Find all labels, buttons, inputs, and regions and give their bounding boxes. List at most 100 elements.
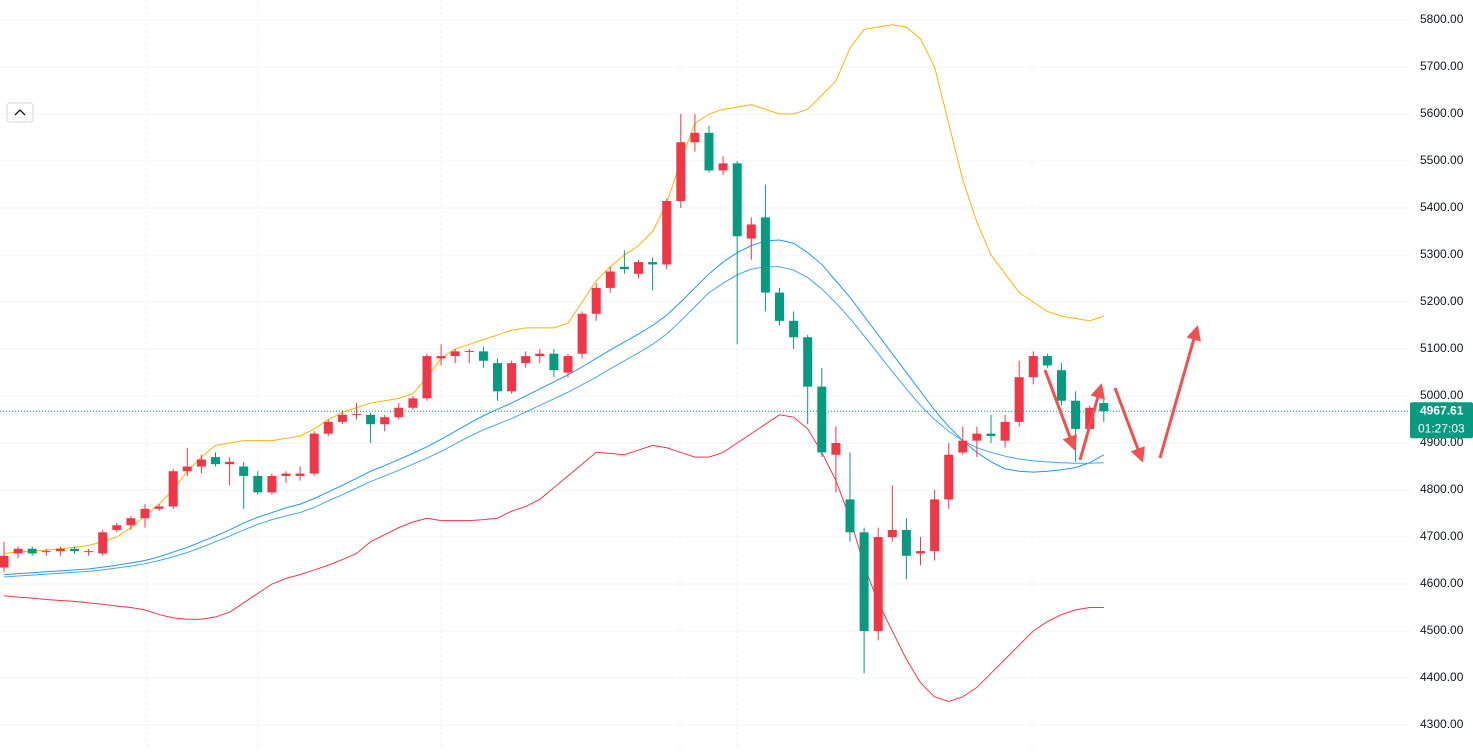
candle-body (239, 466, 249, 476)
candle-body (662, 200, 672, 265)
y-tick-label: 4700.00 (1420, 529, 1464, 543)
y-tick-label: 5200.00 (1420, 294, 1464, 308)
candle-body (690, 132, 700, 143)
collapse-button[interactable] (6, 102, 34, 123)
candle-body (619, 266, 629, 270)
candle-body (746, 224, 756, 239)
last-price-label: 4967.61 (1420, 403, 1464, 417)
candle-body (84, 551, 94, 553)
y-tick-label: 5400.00 (1420, 200, 1464, 214)
candle-body (535, 353, 545, 357)
candle-body (55, 548, 65, 552)
candle-body (859, 532, 869, 632)
candle-body (380, 417, 390, 425)
candle-body (366, 414, 376, 425)
candle-body (605, 271, 615, 288)
y-tick-label: 5100.00 (1420, 341, 1464, 355)
candle-body (944, 454, 954, 500)
candle-body (493, 363, 502, 392)
candle-body (41, 551, 51, 553)
candle-body (916, 551, 925, 554)
candle-body (422, 356, 432, 399)
candle-body (887, 529, 897, 538)
candle-body (211, 457, 220, 465)
candle-body (718, 163, 728, 171)
candle-body (1042, 356, 1052, 366)
candle-body (13, 548, 23, 554)
candle-body (507, 363, 517, 392)
y-tick-label: 5000.00 (1420, 388, 1464, 402)
indicator-line (3, 414, 1104, 703)
candle-body (591, 287, 601, 314)
candle-body (267, 475, 277, 493)
candle-body (196, 459, 206, 467)
candle-body (549, 353, 559, 371)
candle-body (464, 350, 474, 352)
candle-body (1085, 407, 1095, 429)
candle-body (1057, 370, 1066, 401)
vertical-grid (146, 0, 1033, 748)
candle-body (1071, 400, 1081, 429)
candle-body (1099, 403, 1109, 412)
plot (0, 19, 1410, 726)
indicator-line (3, 239, 1105, 576)
candle-body (168, 471, 178, 507)
candle-body (563, 356, 573, 373)
y-tick-label: 5500.00 (1420, 153, 1464, 167)
candle-body (845, 499, 855, 533)
candle-body (958, 440, 968, 453)
candle-body (521, 356, 531, 364)
candle-body (817, 386, 827, 453)
candle-body (1014, 377, 1024, 422)
candle-body (126, 518, 136, 526)
candle-body (873, 537, 883, 632)
y-tick-label: 5300.00 (1420, 247, 1464, 261)
candle-body (225, 461, 235, 465)
indicator-line (3, 266, 1104, 578)
candle-body (337, 414, 347, 422)
candle-body (253, 475, 263, 493)
y-tick-label: 4600.00 (1420, 576, 1464, 590)
y-tick-label: 4900.00 (1420, 435, 1464, 449)
candle-body (648, 262, 658, 265)
candle-body (154, 506, 164, 509)
candle-body (1028, 356, 1038, 378)
candle-body (281, 473, 291, 476)
candle-body (112, 525, 122, 530)
candle-body (1000, 421, 1010, 441)
candle-body (789, 320, 799, 338)
candle-body (450, 351, 460, 357)
y-tick-label: 4500.00 (1420, 623, 1464, 637)
candle-body (408, 398, 418, 408)
candle-body (140, 508, 150, 519)
candle-body (98, 532, 108, 554)
countdown-label: 01:27:03 (1418, 421, 1465, 435)
candle-body (972, 433, 982, 441)
candle-body (704, 132, 714, 171)
candle-body (0, 555, 9, 568)
candle-body (760, 217, 770, 293)
candle-body (831, 443, 841, 455)
candle-body (901, 529, 911, 556)
y-tick-label: 4400.00 (1420, 670, 1464, 684)
annotation-arrows (1043, 325, 1201, 463)
candle-body (436, 356, 446, 359)
candle-body (70, 548, 79, 552)
candle-body (27, 548, 37, 554)
y-tick-label: 5700.00 (1420, 59, 1464, 73)
y-tick-label: 4800.00 (1420, 482, 1464, 496)
candle-body (930, 499, 940, 552)
candle-body (775, 292, 784, 321)
y-tick-label: 4300.00 (1420, 717, 1464, 731)
candle-body (577, 313, 587, 354)
candle-body (352, 413, 361, 415)
candle-body (394, 407, 404, 418)
candle-body (634, 262, 643, 274)
y-tick-label: 5800.00 (1420, 12, 1464, 26)
y-tick-label: 5600.00 (1420, 106, 1464, 120)
candle-body (323, 421, 333, 434)
candle-body (803, 337, 813, 387)
candle-body (986, 433, 996, 436)
candle-body (478, 351, 488, 361)
